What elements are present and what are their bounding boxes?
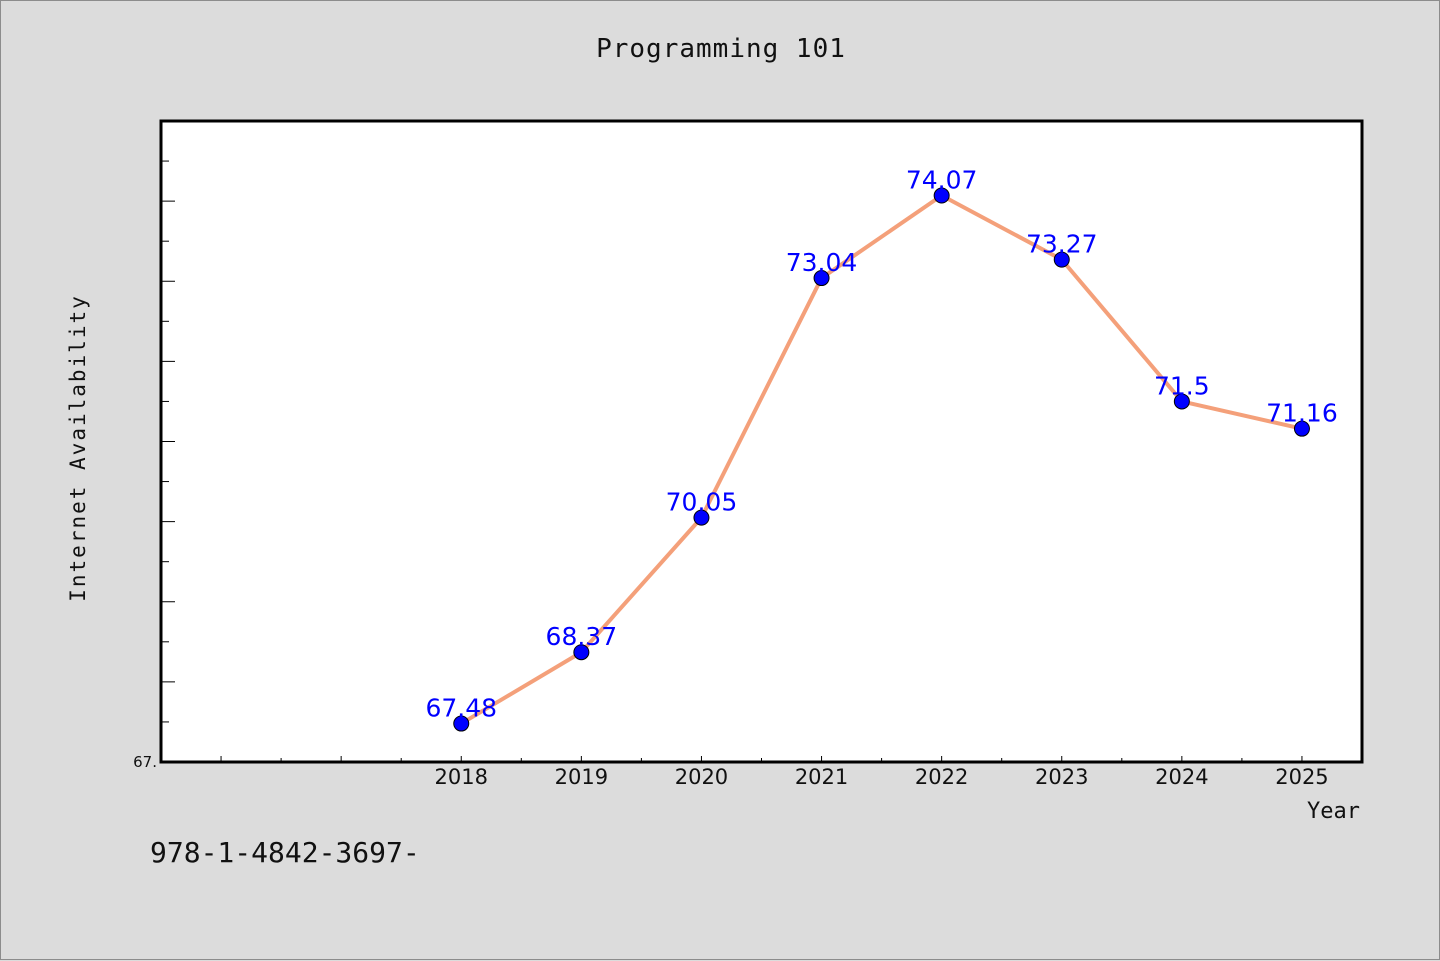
data-point	[933, 187, 950, 204]
data-label: 73.27	[1026, 230, 1098, 259]
data-point	[813, 270, 830, 287]
data-point	[453, 715, 470, 732]
chart-title: Programming 101	[596, 34, 846, 64]
x-tick-label: 2020	[675, 765, 728, 789]
data-point	[693, 509, 710, 526]
data-label: 71.16	[1266, 399, 1338, 428]
series-line	[460, 193, 1303, 726]
x-tick-label: 2018	[435, 765, 488, 789]
x-tick-label: 2025	[1275, 765, 1328, 789]
data-label: 70.05	[666, 488, 738, 517]
x-tick-label: 2019	[555, 765, 608, 789]
data-label: 73.04	[786, 248, 858, 277]
x-tick-label: 2022	[915, 765, 968, 789]
y-tick-label: 67.	[133, 753, 157, 771]
data-point	[1053, 251, 1070, 268]
x-tick-label: 2024	[1155, 765, 1208, 789]
data-point	[573, 644, 590, 661]
data-point	[1293, 420, 1310, 437]
plot-area	[159, 119, 1364, 764]
data-label: 71.5	[1154, 371, 1210, 400]
data-label: 74.07	[906, 166, 978, 195]
footer-text: 978-1-4842-3697-	[150, 836, 420, 869]
data-label: 68.37	[546, 622, 618, 651]
x-tick-label: 2023	[1035, 765, 1088, 789]
x-tick-label: 2021	[795, 765, 848, 789]
data-point	[1173, 393, 1190, 410]
data-label: 67.48	[425, 694, 497, 723]
x-axis-label: Year	[1307, 799, 1360, 824]
